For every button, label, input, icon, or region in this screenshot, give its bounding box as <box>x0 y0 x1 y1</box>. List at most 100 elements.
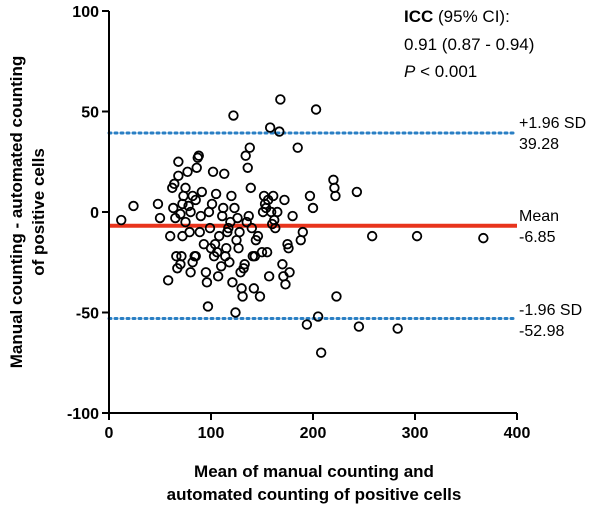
data-point <box>191 162 202 173</box>
y-ticks: 100 50 0 -50 -100 <box>67 4 109 423</box>
icc-annotation-line-3: P < 0.001 <box>404 62 477 81</box>
data-point <box>171 251 182 262</box>
data-point <box>229 202 240 214</box>
data-point <box>184 226 195 238</box>
data-point <box>201 277 213 288</box>
data-point <box>219 168 230 180</box>
data-point <box>190 194 201 206</box>
icc-ci-label: (95% CI): <box>433 7 510 26</box>
data-point <box>194 226 205 238</box>
data-point <box>230 307 241 318</box>
icc-bold: ICC <box>404 7 433 26</box>
data-point <box>190 251 201 262</box>
data-point <box>310 104 322 115</box>
x-tick-label: 400 <box>504 425 531 442</box>
data-point <box>277 259 288 270</box>
lower-limit-label: -1.96 SD <box>519 302 582 319</box>
upper-limit-value: 39.28 <box>519 136 559 153</box>
data-point <box>228 110 239 121</box>
data-point <box>223 222 234 234</box>
data-point <box>263 271 275 282</box>
data-point <box>152 198 164 210</box>
data-point <box>195 210 207 222</box>
data-point <box>351 186 363 198</box>
data-point <box>264 122 276 133</box>
data-point <box>392 323 403 334</box>
data-point <box>204 222 216 234</box>
data-point <box>176 251 187 262</box>
data-point <box>261 246 273 258</box>
icc-annotation-line-2: 0.91 (0.87 - 0.94) <box>404 35 534 54</box>
data-point <box>169 178 180 190</box>
data-point <box>248 283 260 294</box>
lower-limit-value: -52.98 <box>519 323 564 340</box>
data-point <box>244 142 255 153</box>
mean-value: -6.85 <box>519 229 556 246</box>
upper-limit-label: +1.96 SD <box>519 115 586 132</box>
data-point <box>211 246 223 258</box>
data-point <box>239 259 250 270</box>
data-point <box>307 202 319 214</box>
data-point <box>315 347 327 358</box>
data-point <box>193 150 204 161</box>
data-point <box>304 190 316 202</box>
data-point <box>116 214 127 226</box>
data-point <box>270 222 281 234</box>
data-point <box>478 232 489 244</box>
data-point <box>168 202 179 214</box>
data-point <box>256 246 268 258</box>
data-point <box>218 202 229 214</box>
p-value: < 0.001 <box>415 62 477 81</box>
data-point <box>279 194 290 206</box>
y-tick-label: -100 <box>67 406 99 423</box>
data-point <box>233 242 244 254</box>
data-point <box>292 142 303 153</box>
data-point <box>275 94 286 105</box>
data-point <box>196 186 208 198</box>
data-point <box>175 208 186 220</box>
data-point <box>202 301 214 312</box>
data-point <box>254 291 266 302</box>
data-point <box>215 261 227 272</box>
axes: 100 50 0 -50 -100 0 100 200 300 400 <box>67 4 530 442</box>
data-point <box>182 166 193 178</box>
x-tick-label: 100 <box>198 425 225 442</box>
data-point <box>173 156 184 167</box>
data-point <box>234 226 245 238</box>
x-tick-label: 200 <box>300 425 327 442</box>
x-ticks: 0 100 200 300 400 <box>105 413 531 442</box>
data-point <box>226 190 237 202</box>
mean-label: Mean <box>519 208 559 225</box>
data-point <box>180 216 191 228</box>
data-point <box>180 182 191 194</box>
y-tick-label: -50 <box>76 306 99 323</box>
data-point <box>246 222 258 234</box>
x-axis-title-line-1: Mean of manual counting and <box>194 462 434 481</box>
data-point <box>301 319 313 330</box>
data-points <box>116 94 489 358</box>
p-italic: P <box>404 62 416 81</box>
x-tick-label: 0 <box>105 425 114 442</box>
data-point <box>213 230 225 242</box>
data-point <box>284 267 295 278</box>
data-point <box>212 271 224 282</box>
data-point <box>221 242 232 254</box>
data-point <box>237 291 248 302</box>
data-point <box>241 216 252 228</box>
data-point <box>280 279 291 290</box>
data-point <box>232 212 243 224</box>
data-point <box>353 321 365 332</box>
data-point <box>164 230 176 242</box>
data-point <box>210 188 222 200</box>
x-tick-label: 300 <box>402 425 429 442</box>
data-point <box>206 198 218 210</box>
y-axis-title-line-2: of positive cells <box>29 148 48 276</box>
data-point <box>200 267 212 278</box>
data-point <box>242 162 253 173</box>
data-point <box>411 230 423 242</box>
data-point <box>154 212 166 224</box>
data-point <box>162 275 174 286</box>
data-point <box>283 242 294 254</box>
data-point <box>252 230 264 242</box>
